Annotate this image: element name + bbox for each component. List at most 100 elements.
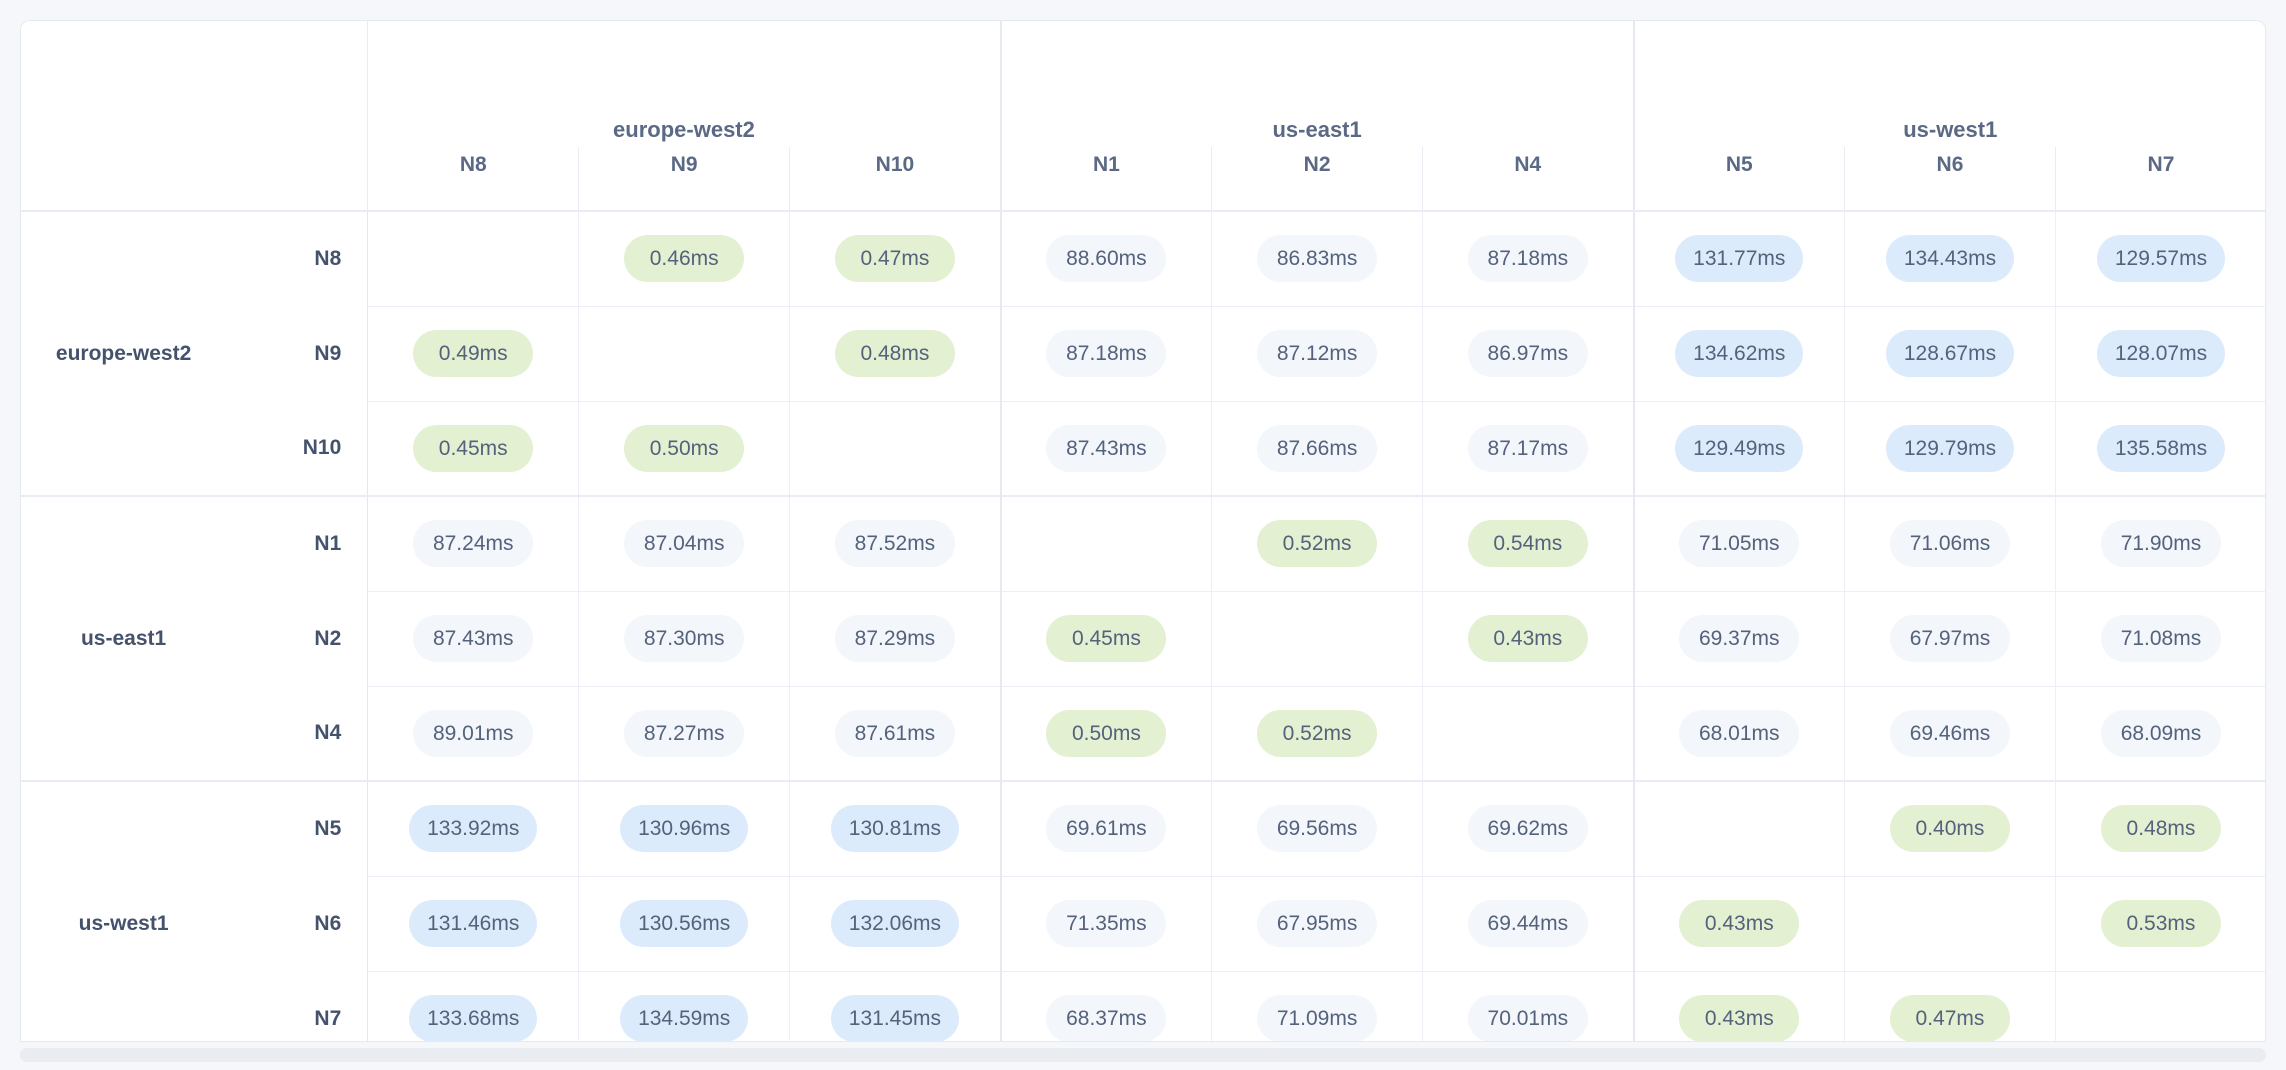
latency-cell[interactable]: 129.79ms [1844,401,2056,497]
latency-cell[interactable]: 87.24ms [367,495,580,592]
latency-cell[interactable]: 0.43ms [1632,971,1845,1041]
row-node-label-N5[interactable]: N5 [226,780,369,876]
latency-cell[interactable]: 87.43ms [999,401,1213,497]
row-node-label-N6[interactable]: N6 [226,876,369,971]
column-node-header-N8[interactable]: N8 [367,147,580,212]
latency-cell[interactable]: 87.43ms [367,591,580,687]
latency-cell[interactable]: 87.17ms [1422,401,1635,497]
latency-cell[interactable]: 0.47ms [789,210,1002,307]
latency-cell[interactable]: 70.01ms [1422,971,1635,1041]
row-node-label-N1[interactable]: N1 [226,495,369,591]
column-node-header-N10[interactable]: N10 [789,147,1002,212]
latency-cell[interactable]: 87.66ms [1211,401,1424,497]
column-node-header-N7[interactable]: N7 [2055,147,2265,212]
row-node-label-N10[interactable]: N10 [226,401,369,496]
latency-cell[interactable]: 87.30ms [578,591,791,687]
latency-cell[interactable]: 134.62ms [1632,306,1845,402]
column-node-header-N9[interactable]: N9 [578,147,791,212]
latency-cell[interactable]: 132.06ms [789,876,1002,972]
latency-cell[interactable]: 131.46ms [367,876,580,972]
latency-cell[interactable]: 130.96ms [578,780,791,877]
latency-cell[interactable]: 87.04ms [578,495,791,592]
latency-cell[interactable]: 71.08ms [2055,591,2265,687]
row-node-label-N9[interactable]: N9 [226,306,369,401]
latency-cell[interactable]: 0.40ms [1844,780,2056,877]
latency-cell[interactable]: 88.60ms [999,210,1213,307]
latency-cell[interactable]: 0.45ms [367,401,580,497]
latency-cell[interactable]: 86.97ms [1422,306,1635,402]
latency-cell[interactable]: 0.48ms [2055,780,2265,877]
latency-cell[interactable] [1632,780,1845,877]
latency-cell[interactable]: 71.05ms [1632,495,1845,592]
latency-cell[interactable] [999,495,1213,592]
latency-cell[interactable]: 0.47ms [1844,971,2056,1041]
latency-cell[interactable]: 135.58ms [2055,401,2265,497]
latency-cell[interactable]: 131.77ms [1632,210,1845,307]
latency-cell[interactable]: 71.35ms [999,876,1213,972]
latency-cell[interactable]: 0.45ms [999,591,1213,687]
latency-cell[interactable]: 0.48ms [789,306,1002,402]
latency-cell[interactable]: 131.45ms [789,971,1002,1041]
latency-cell[interactable] [367,210,580,307]
latency-cell[interactable]: 87.27ms [578,686,791,782]
latency-cell[interactable] [789,401,1002,497]
latency-cell[interactable]: 71.09ms [1211,971,1424,1041]
latency-cell[interactable]: 130.56ms [578,876,791,972]
latency-cell[interactable]: 129.57ms [2055,210,2265,307]
row-node-label-N4[interactable]: N4 [226,686,369,781]
latency-cell[interactable]: 87.18ms [1422,210,1635,307]
row-node-label-N2[interactable]: N2 [226,591,369,686]
latency-cell[interactable]: 69.61ms [999,780,1213,877]
latency-cell[interactable]: 69.44ms [1422,876,1635,972]
latency-cell[interactable]: 87.61ms [789,686,1002,782]
latency-cell[interactable]: 68.01ms [1632,686,1845,782]
latency-cell[interactable]: 0.43ms [1422,591,1635,687]
latency-cell[interactable]: 86.83ms [1211,210,1424,307]
horizontal-scrollbar-thumb[interactable] [20,1048,1420,1062]
latency-cell[interactable]: 67.97ms [1844,591,2056,687]
latency-cell[interactable]: 134.43ms [1844,210,2056,307]
latency-cell[interactable]: 0.50ms [578,401,791,497]
latency-cell[interactable]: 71.06ms [1844,495,2056,592]
latency-cell[interactable]: 0.50ms [999,686,1213,782]
latency-cell[interactable]: 87.29ms [789,591,1002,687]
row-node-label-N7[interactable]: N7 [226,971,369,1041]
latency-cell[interactable]: 68.09ms [2055,686,2265,782]
latency-cell[interactable]: 87.18ms [999,306,1213,402]
latency-cell[interactable]: 129.49ms [1632,401,1845,497]
latency-cell[interactable]: 69.62ms [1422,780,1635,877]
latency-cell[interactable]: 133.92ms [367,780,580,877]
latency-cell[interactable]: 68.37ms [999,971,1213,1041]
latency-cell[interactable]: 0.52ms [1211,686,1424,782]
latency-cell[interactable]: 0.52ms [1211,495,1424,592]
latency-cell[interactable]: 69.37ms [1632,591,1845,687]
latency-cell[interactable] [1844,876,2056,972]
latency-cell[interactable]: 69.46ms [1844,686,2056,782]
latency-cell[interactable]: 71.90ms [2055,495,2265,592]
latency-cell[interactable]: 0.46ms [578,210,791,307]
latency-cell[interactable]: 89.01ms [367,686,580,782]
latency-cell[interactable]: 133.68ms [367,971,580,1041]
latency-cell[interactable] [1422,686,1635,782]
latency-cell[interactable]: 0.54ms [1422,495,1635,592]
latency-cell[interactable]: 134.59ms [578,971,791,1041]
latency-cell[interactable]: 0.49ms [367,306,580,402]
latency-cell[interactable]: 128.07ms [2055,306,2265,402]
column-node-header-N5[interactable]: N5 [1632,147,1845,212]
latency-cell[interactable] [1211,591,1424,687]
latency-cell[interactable]: 0.53ms [2055,876,2265,972]
column-node-header-N4[interactable]: N4 [1422,147,1635,212]
latency-cell[interactable]: 130.81ms [789,780,1002,877]
latency-cell[interactable]: 87.12ms [1211,306,1424,402]
latency-cell[interactable]: 69.56ms [1211,780,1424,877]
column-node-header-N6[interactable]: N6 [1844,147,2056,212]
column-node-header-N2[interactable]: N2 [1211,147,1424,212]
latency-cell[interactable]: 67.95ms [1211,876,1424,972]
latency-cell[interactable]: 87.52ms [789,495,1002,592]
row-node-label-N8[interactable]: N8 [226,210,369,306]
latency-cell[interactable]: 128.67ms [1844,306,2056,402]
latency-cell[interactable] [2055,971,2265,1041]
horizontal-scrollbar[interactable] [20,1048,2266,1062]
latency-cell[interactable] [578,306,791,402]
latency-cell[interactable]: 0.43ms [1632,876,1845,972]
